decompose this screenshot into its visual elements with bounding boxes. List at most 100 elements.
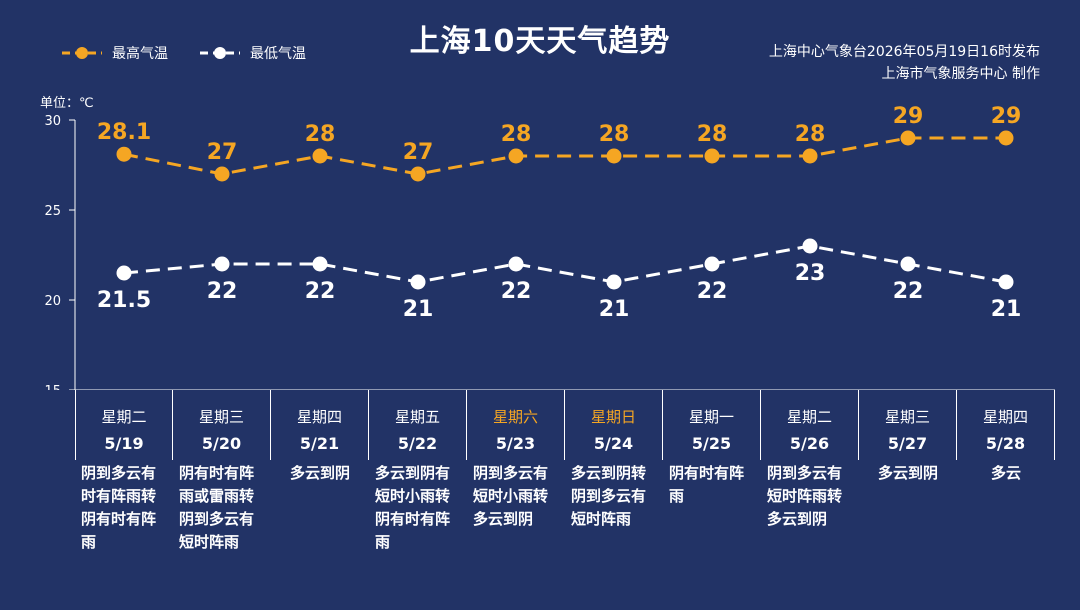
day-column: 星期五 5/22 <box>369 390 467 460</box>
weather-description: 阴到多云有短时阵雨转多云到阴 <box>767 464 843 528</box>
low-temperature-point <box>802 238 818 254</box>
low-temperature-label: 21 <box>599 297 630 322</box>
weekday-label: 星期四 <box>982 408 1028 426</box>
day-column: 星期四 5/28 <box>957 390 1055 460</box>
high-temperature-label: 29 <box>893 104 924 129</box>
high-temperature-point <box>116 146 132 162</box>
low-temperature-point <box>214 256 230 272</box>
high-temperature-point <box>802 148 818 164</box>
low-temperature-point <box>900 256 916 272</box>
high-temperature-line <box>123 136 1006 176</box>
low-temperature-label: 21 <box>403 297 434 322</box>
date-label: 5/20 <box>201 434 242 453</box>
high-temperature-label: 29 <box>991 104 1022 129</box>
low-temperature-label: 22 <box>305 279 336 304</box>
source-info: 上海中心气象台2026年05月19日16时发布 上海市气象服务中心 制作 <box>769 41 1040 85</box>
high-temperature-point <box>606 148 622 164</box>
weekday-label: 星期二 <box>101 408 147 426</box>
weekday-label: 星期三 <box>198 408 244 426</box>
high-temperature-point <box>312 148 328 164</box>
temperature-chart: 15 20 25 30 28.1 27 28 27 28 28 28 28 29 29 21.5 22 22 21… <box>44 104 1055 390</box>
high-temperature-label: 28 <box>795 122 826 147</box>
weekday-label: 星期一 <box>688 408 734 426</box>
low-temperature-label: 22 <box>501 279 532 304</box>
day-column: 星期三 5/20 <box>173 390 271 460</box>
high-temperature-label: 28 <box>305 122 336 147</box>
high-temperature-label: 28 <box>697 122 728 147</box>
high-temperature-label: 27 <box>207 140 238 165</box>
date-label: 5/22 <box>397 434 438 453</box>
date-label: 5/23 <box>495 434 536 453</box>
day-column: 星期二 5/19 <box>75 390 173 460</box>
day-column: 星期二 5/26 <box>761 390 859 460</box>
low-temperature-label: 22 <box>697 279 728 304</box>
y-tick-label: 15 <box>44 384 61 390</box>
low-temperature-line <box>123 244 1007 284</box>
day-column: 星期六 5/23 <box>467 390 565 460</box>
high-temperature-label: 27 <box>403 140 434 165</box>
legend-label-high: 最高气温 <box>112 46 168 62</box>
weekday-label: 星期五 <box>394 408 440 426</box>
high-series-marker-icon <box>62 47 102 59</box>
weather-description: 阴有时有阵雨或雷雨转阴到多云有短时阵雨 <box>179 464 255 551</box>
high-temperature-point <box>900 130 916 146</box>
date-label: 5/26 <box>789 434 830 453</box>
low-temperature-point <box>606 274 622 290</box>
high-temperature-label: 28 <box>599 122 630 147</box>
legend-label-low: 最低气温 <box>250 46 306 62</box>
unit-label: 单位：℃ <box>40 96 94 111</box>
low-temperature-label: 22 <box>207 279 238 304</box>
date-label: 5/19 <box>104 434 144 453</box>
legend: 最高气温 最低气温 <box>60 43 336 63</box>
day-header-row: 星期二 5/19 星期三 5/20 星期四 5/21 星期五 5/22 星期六 5/23 星期日 5/… <box>75 390 1055 460</box>
low-temperature-point <box>998 274 1014 290</box>
date-label: 5/25 <box>691 434 732 453</box>
low-series-marker-icon <box>200 47 240 59</box>
low-temperature-point <box>312 256 328 272</box>
legend-item-high: 最高气温 <box>60 43 168 63</box>
day-column: 星期三 5/27 <box>859 390 957 460</box>
low-temperature-point <box>508 256 524 272</box>
weather-description: 多云到阴转阴到多云有短时阵雨 <box>571 464 647 528</box>
low-temperature-point <box>116 265 132 281</box>
weekday-label: 星期四 <box>296 408 342 426</box>
weather-description: 多云 <box>990 464 1021 482</box>
legend-item-low: 最低气温 <box>198 43 306 63</box>
chart-title: 上海10天天气趋势 <box>409 24 671 59</box>
high-temperature-point <box>508 148 524 164</box>
low-temperature-label: 22 <box>893 279 924 304</box>
day-column: 星期一 5/25 <box>663 390 761 460</box>
y-tick-label: 25 <box>44 204 61 219</box>
low-temperature-point <box>410 274 426 290</box>
high-temperature-point <box>214 166 230 182</box>
date-label: 5/21 <box>299 434 340 453</box>
high-temperature-point <box>998 130 1014 146</box>
date-label: 5/28 <box>985 434 1026 453</box>
weather-row: 阴到多云有时有阵雨转阴有时有阵雨 阴有时有阵雨或雷雨转阴到多云有短时阵雨 多云到阴 多… <box>75 462 1055 554</box>
high-temperature-label: 28 <box>501 122 532 147</box>
low-temperature-point <box>704 256 720 272</box>
day-column: 星期日 5/24 <box>565 390 663 460</box>
weather-description: 阴到多云有时有阵雨转阴有时有阵雨 <box>81 464 157 551</box>
low-temperature-label: 23 <box>795 261 826 286</box>
high-temperature-label: 28.1 <box>97 120 151 145</box>
low-temperature-label: 21 <box>991 297 1022 322</box>
weather-description: 多云到阴 <box>877 464 938 482</box>
weekday-label: 星期二 <box>786 408 832 426</box>
y-tick-label: 20 <box>44 294 61 309</box>
y-tick-label: 30 <box>44 114 61 129</box>
weekday-label: 星期日 <box>590 408 636 426</box>
weekday-label: 星期三 <box>884 408 930 426</box>
weather-description: 阴有时有阵雨 <box>669 464 745 505</box>
date-label: 5/24 <box>593 434 634 453</box>
source-line-publisher: 上海中心气象台2026年05月19日16时发布 <box>768 44 1040 60</box>
weather-description: 阴到多云有短时小雨转多云到阴 <box>473 464 549 528</box>
date-label: 5/27 <box>887 434 928 453</box>
high-temperature-point <box>410 166 426 182</box>
day-column: 星期四 5/21 <box>271 390 369 460</box>
low-temperature-label: 21.5 <box>97 288 151 313</box>
weather-description: 多云到阴 <box>289 464 350 482</box>
weather-description: 多云到阴有短时小雨转阴有时有阵雨 <box>375 464 451 551</box>
weekday-label: 星期六 <box>492 408 538 426</box>
high-temperature-point <box>704 148 720 164</box>
